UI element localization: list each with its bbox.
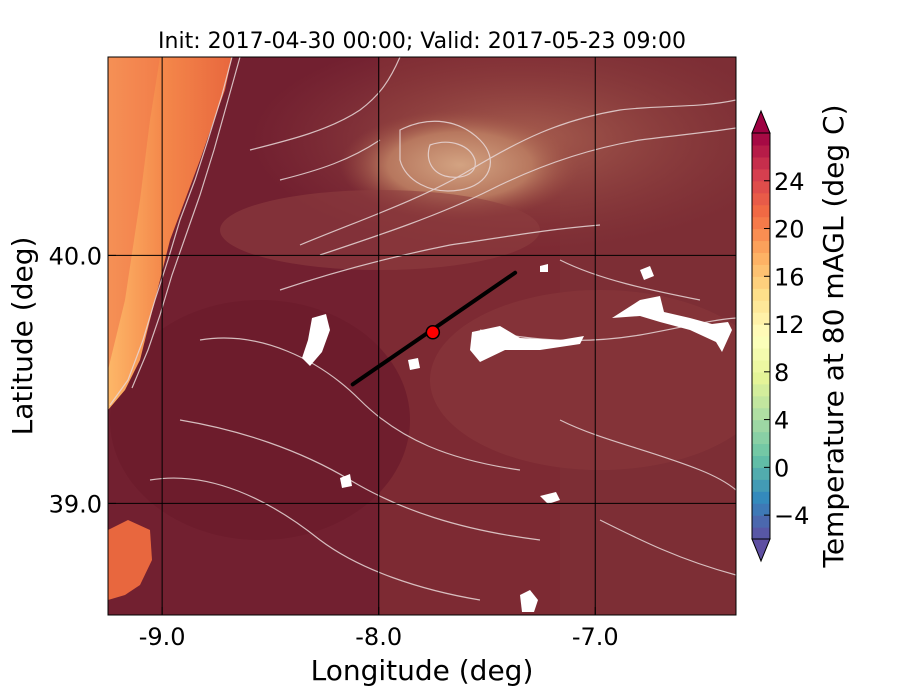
colorbar-segment [752, 168, 770, 182]
colorbar-tick-label: 16 [774, 263, 805, 291]
colorbar-segment [752, 252, 770, 265]
chart-title: Init: 2017-04-30 00:00; Valid: 2017-05-2… [158, 29, 686, 54]
colorbar-segment [752, 431, 770, 445]
colorbar-segment [752, 515, 770, 528]
colorbar-segment [752, 371, 770, 385]
colorbar-segment [752, 312, 770, 325]
colorbar-segment [752, 228, 770, 242]
colorbar-segment [752, 491, 770, 504]
colorbar-tick-label: −4 [774, 502, 809, 530]
colorbar-segment [752, 479, 770, 492]
colorbar-segment [752, 240, 770, 254]
colorbar-segment [752, 180, 770, 194]
colorbar-tick-label: 24 [774, 168, 805, 196]
colorbar-segment [752, 443, 770, 457]
colorbar-extend-max [751, 109, 771, 134]
y-tick-label: 39.0 [49, 490, 102, 518]
colorbar-segment [752, 383, 770, 397]
colorbar-segment [752, 359, 770, 373]
y-axis: 40.0 39.0 [49, 242, 116, 518]
x-tick-label: -9.0 [139, 623, 186, 651]
colorbar-segment [752, 336, 770, 349]
colorbar-segment [752, 419, 770, 433]
x-axis: -9.0 -8.0 -7.0 [139, 607, 619, 651]
colorbar-segment [752, 324, 770, 337]
x-axis-label: Longitude (deg) [311, 654, 534, 687]
site-marker [425, 325, 441, 340]
grid-lines [108, 57, 736, 615]
colorbar-tick-label: 0 [774, 454, 789, 482]
colorbar-segment [752, 288, 770, 301]
colorbar-ticks: −4 0 4 8 12 16 20 24 [764, 168, 809, 530]
colorbar-segment [752, 276, 770, 289]
colorbar-segment [752, 144, 770, 158]
temperature-field [108, 57, 736, 615]
colorbar-segment [752, 300, 770, 313]
colorbar-tick-label: 4 [774, 407, 789, 435]
colorbar-segment [752, 192, 770, 206]
colorbar-segment [752, 347, 770, 361]
colorbar-tick-label: 12 [774, 311, 805, 339]
colorbar-extend-min [751, 538, 771, 563]
y-tick-label: 40.0 [49, 242, 102, 270]
colorbar-segment [752, 455, 770, 468]
y-axis-label: Latitude (deg) [6, 237, 39, 436]
colorbar-label: Temperature at 80 mAGL (deg C) [817, 104, 850, 568]
x-tick-label: -7.0 [572, 623, 619, 651]
colorbar-segment [752, 407, 770, 421]
x-tick-label: -8.0 [355, 623, 402, 651]
colorbar-segment [752, 216, 770, 230]
colorbar [751, 109, 771, 563]
colorbar-segment [752, 503, 770, 516]
colorbar-tick-label: 20 [774, 216, 805, 244]
plot-frame [107, 56, 737, 616]
colorbar-segment [752, 395, 770, 409]
colorbar-segment [752, 204, 770, 218]
colorbar-segment [752, 467, 770, 480]
colorbar-frame [751, 132, 771, 540]
colorbar-segment [752, 264, 770, 277]
colorbar-tick-label: 8 [774, 359, 789, 387]
colorbar-segment [752, 527, 770, 540]
colorbar-segment [752, 133, 770, 146]
colorbar-segment [752, 156, 770, 170]
